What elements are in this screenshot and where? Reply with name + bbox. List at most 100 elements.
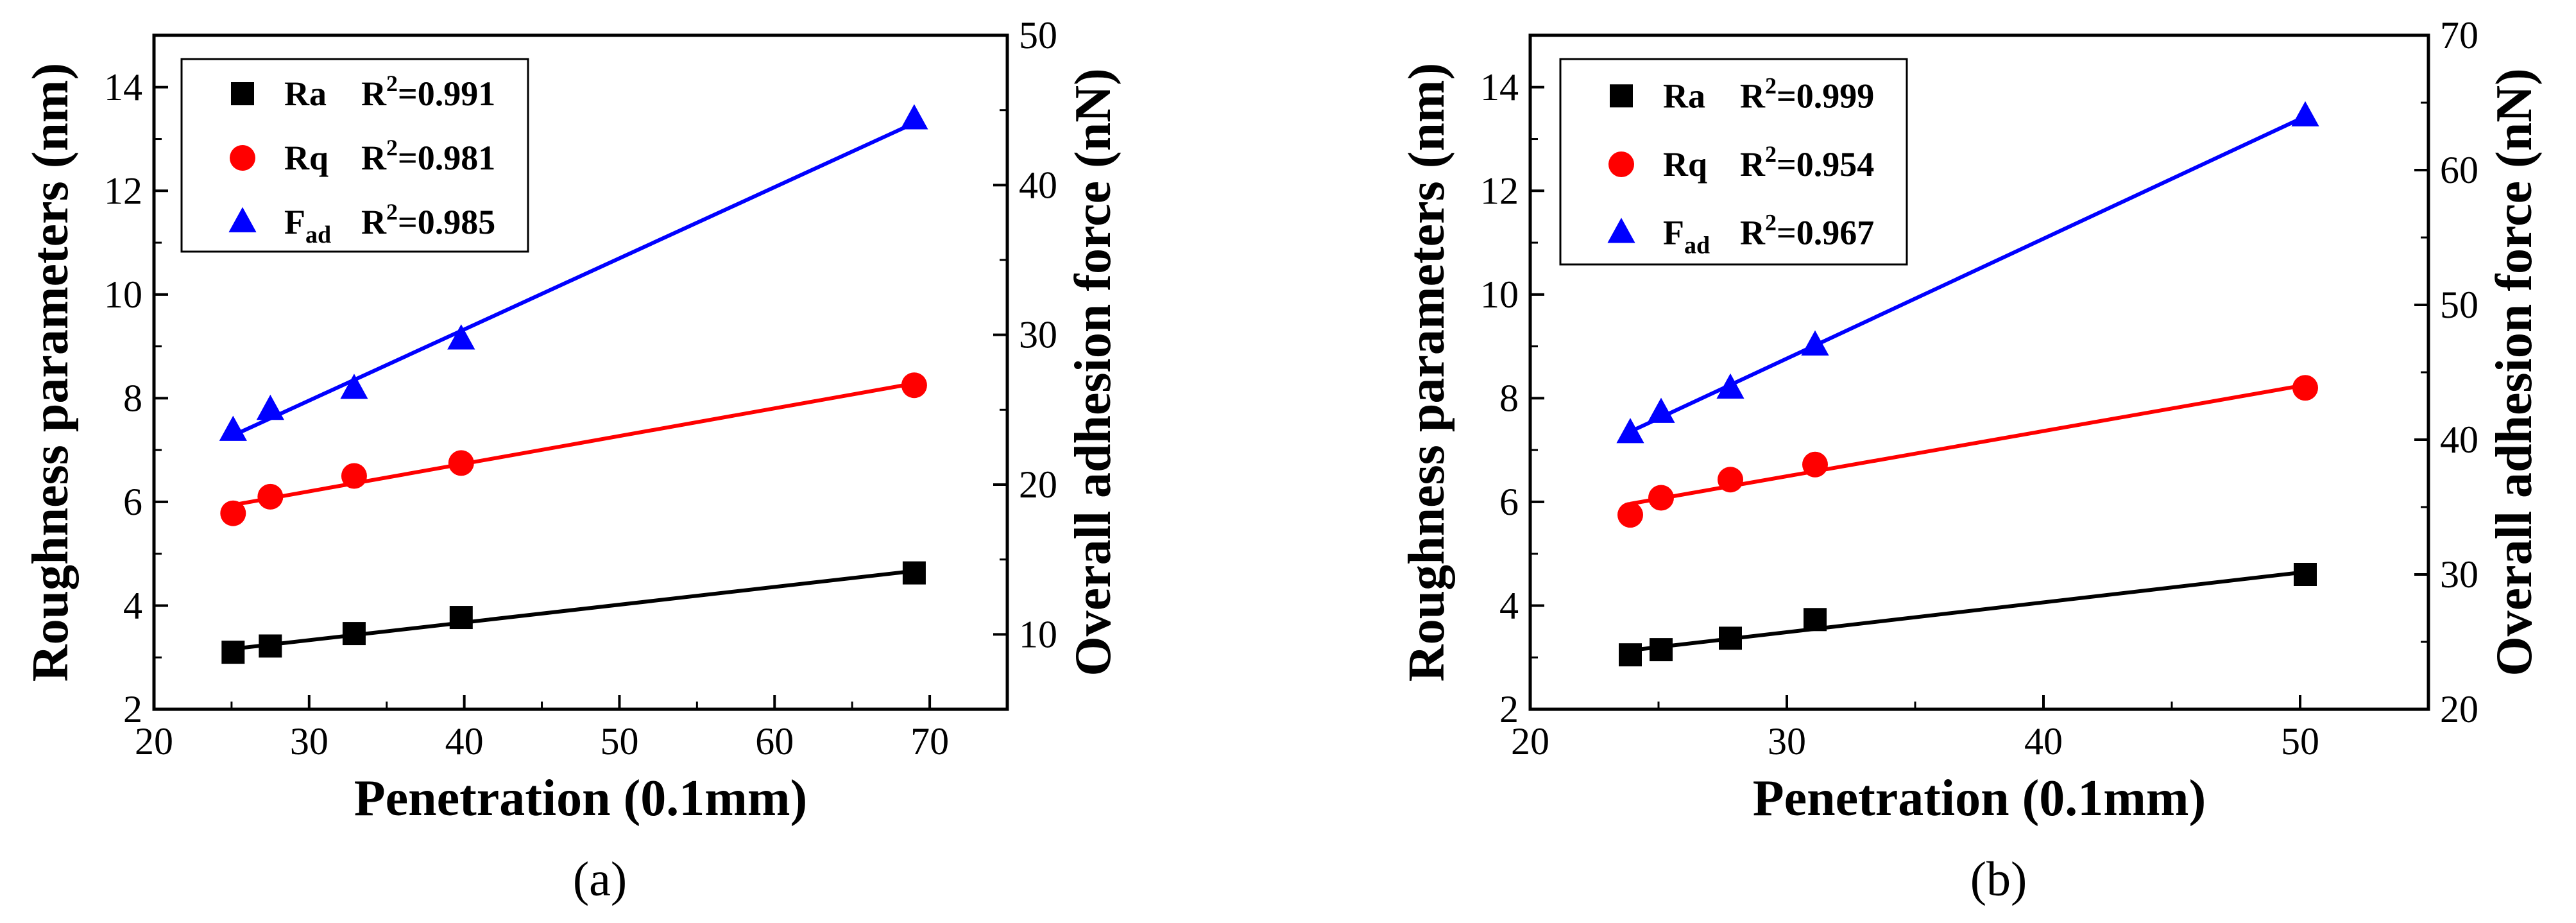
legend-marker: [230, 145, 255, 171]
x-tick-label: 30: [290, 720, 328, 763]
y-left-tick-label: 10: [1480, 273, 1519, 316]
legend-marker: [1610, 84, 1633, 108]
legend-marker: [231, 82, 254, 105]
y-right-axis-title: Overall adhesion force (nN): [2486, 68, 2543, 676]
legend: Ra R2=0.991 Rq R2=0.981 Fad R2=0.985: [180, 58, 529, 253]
plot-frame: [152, 33, 1009, 711]
data-point: [901, 372, 927, 399]
data-point: [2291, 101, 2319, 126]
fit-line: [1629, 114, 2307, 434]
y-left-tick-label: 6: [123, 481, 142, 523]
legend-entry: Rq R2=0.954: [1663, 141, 1874, 184]
data-point: [1716, 373, 1744, 399]
legend-entry: Fad R2=0.985: [284, 199, 495, 248]
x-tick-label: 50: [2281, 720, 2319, 763]
data-point: [341, 463, 367, 489]
fit-line: [232, 121, 916, 438]
data-point: [448, 450, 474, 476]
data-point: [2294, 563, 2317, 586]
data-point: [1801, 330, 1829, 356]
legend-entry: Fad R2=0.967: [1663, 210, 1874, 259]
data-point: [342, 622, 366, 646]
data-point: [257, 483, 284, 510]
y-left-tick-label: 8: [1499, 377, 1519, 419]
y-left-tick-label: 4: [123, 584, 142, 626]
data-point: [220, 500, 246, 526]
data-point: [1647, 397, 1675, 423]
y-left-tick-label: 10: [104, 273, 142, 316]
series-fad: [219, 104, 928, 441]
legend-marker: [1608, 151, 1634, 177]
x-tick-label: 20: [1511, 720, 1549, 763]
legend-marker: [228, 207, 257, 232]
panel-caption: (a): [573, 852, 627, 906]
y-right-tick-label: 50: [2440, 284, 2478, 326]
data-point: [219, 415, 247, 441]
legend-entry: Ra R2=0.991: [284, 71, 495, 113]
x-tick-label: 30: [1768, 720, 1806, 763]
y-left-tick-label: 8: [123, 377, 142, 419]
data-point: [340, 374, 368, 399]
x-axis-title: Penetration (0.1mm): [1753, 770, 2206, 827]
data-point: [449, 606, 473, 630]
x-tick-label: 50: [600, 720, 638, 763]
chart-panel-b: 20 30 40 50 2 4 6 8 10 12 14 20 30 40 50 60 70 Penetratio…: [1399, 14, 2543, 906]
y-right-tick-label: 40: [1019, 164, 1057, 206]
y-right-tick-label: 20: [1019, 463, 1057, 506]
legend-marker: [1607, 218, 1635, 243]
data-point: [1804, 608, 1827, 632]
y-left-tick-label: 4: [1499, 584, 1519, 626]
data-point: [447, 324, 475, 350]
data-point: [256, 394, 284, 420]
data-point: [1650, 638, 1673, 662]
legend-entry: Rq R2=0.981: [284, 135, 495, 177]
data-point: [900, 104, 928, 130]
series-ra: [1619, 563, 2317, 667]
y-right-tick-label: 60: [2440, 149, 2478, 191]
data-point: [1719, 626, 1742, 650]
data-point: [221, 641, 245, 664]
y-right-tick-label: 40: [2440, 418, 2478, 461]
data-point: [1718, 467, 1743, 493]
series-ra: [221, 561, 926, 664]
fit-line: [232, 381, 915, 507]
y-right-tick-label: 70: [2440, 14, 2478, 56]
y-left-tick-label: 6: [1499, 481, 1519, 523]
series-rq: [220, 372, 927, 526]
x-tick-label: 20: [135, 720, 173, 763]
x-tick-label: 70: [910, 720, 949, 763]
legend-entry: Ra R2=0.999: [1663, 73, 1874, 115]
data-point: [902, 561, 926, 585]
y-left-tick-label: 12: [104, 169, 142, 212]
data-point: [1617, 502, 1643, 528]
y-left-tick-label: 14: [1480, 66, 1519, 108]
data-point: [1619, 643, 1642, 667]
data-point: [2292, 375, 2318, 401]
data-point: [1648, 485, 1674, 511]
y-right-tick-label: 50: [1019, 14, 1057, 56]
data-point: [259, 634, 282, 658]
chart-panel-a: 20 30 40 50 60 70 2 4 6 8 10 12 14 10 20 30 40 50 Penetrat…: [22, 14, 1122, 906]
x-tick-label: 40: [445, 720, 484, 763]
fit-line: [1630, 383, 2306, 506]
data-point: [1802, 451, 1828, 478]
y-left-tick-label: 2: [1499, 688, 1519, 730]
y-left-axis-title: Roughness parameters (nm): [22, 63, 79, 682]
legend: Ra R2=0.999 Rq R2=0.954 Fad R2=0.967: [1559, 58, 1908, 266]
y-right-axis-title: Overall adhesion force (nN): [1065, 68, 1122, 676]
x-tick-label: 60: [755, 720, 794, 763]
y-left-tick-label: 12: [1480, 169, 1519, 212]
fit-line: [1630, 570, 2306, 653]
y-left-tick-label: 2: [123, 688, 142, 730]
data-point: [1616, 418, 1644, 444]
y-left-tick-label: 14: [104, 66, 142, 108]
y-right-tick-label: 10: [1019, 613, 1057, 655]
x-tick-label: 40: [2024, 720, 2063, 763]
y-left-axis-title: Roughness parameters (nm): [1399, 63, 1455, 682]
y-right-tick-label: 20: [2440, 688, 2478, 730]
fit-line: [232, 569, 915, 651]
y-right-tick-label: 30: [2440, 553, 2478, 596]
panel-caption: (b): [1970, 852, 2027, 906]
y-right-tick-label: 30: [1019, 314, 1057, 356]
x-axis-title: Penetration (0.1mm): [354, 770, 807, 827]
